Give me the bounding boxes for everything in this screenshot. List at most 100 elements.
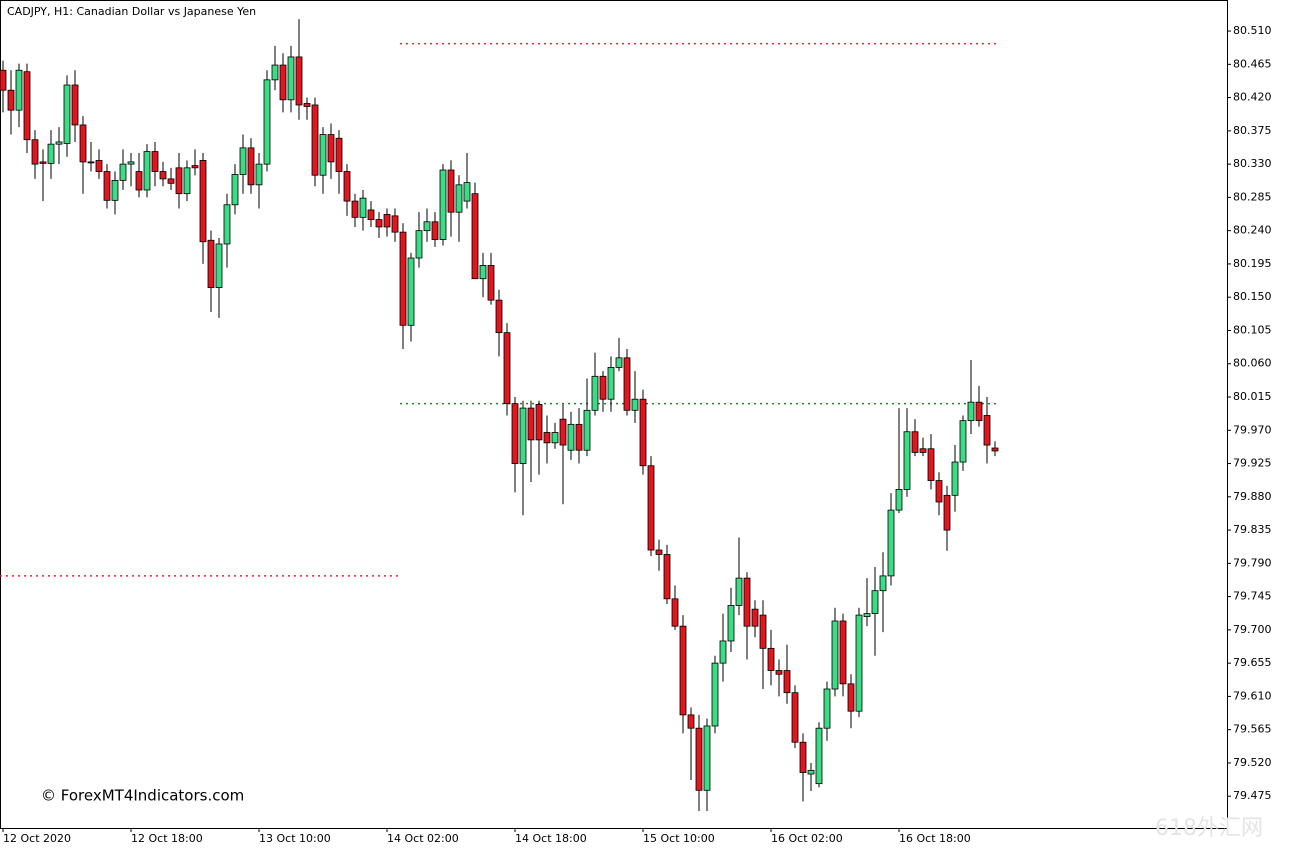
candle-body (239, 147, 247, 175)
y-tick-label: 79.745 (1233, 590, 1272, 603)
candle-body (199, 160, 207, 243)
y-tick-label: 79.790 (1233, 556, 1272, 569)
y-tick-label: 79.475 (1233, 789, 1272, 802)
candle-body (567, 423, 575, 451)
candle-body (895, 489, 903, 511)
candle-body (759, 614, 767, 649)
candle-body (479, 265, 487, 280)
candle-body (919, 448, 927, 453)
y-tick-label: 79.610 (1233, 689, 1272, 702)
candle-body (871, 590, 879, 615)
y-tick-label: 79.880 (1233, 490, 1272, 503)
candle-body (983, 415, 991, 446)
candle-body (151, 151, 159, 172)
candle-body (71, 84, 79, 126)
candle-body (839, 620, 847, 685)
candle-body (695, 727, 703, 791)
candle-body (431, 221, 439, 240)
candle-body (879, 575, 887, 592)
y-tick-label: 79.655 (1233, 656, 1272, 669)
y-tick-label: 80.105 (1233, 323, 1272, 336)
candle-body (463, 182, 471, 202)
candle-body (255, 163, 263, 186)
candle-body (263, 79, 271, 165)
candle-body (471, 193, 479, 280)
candle-body (823, 688, 831, 729)
candle-body (279, 64, 287, 101)
candle-body (311, 104, 319, 176)
candle-body (423, 221, 431, 232)
y-tick-label: 79.970 (1233, 423, 1272, 436)
candle-body (607, 367, 615, 400)
candle-body (743, 577, 751, 627)
candle-body (535, 403, 543, 441)
candle-body (487, 265, 495, 301)
candle-body (31, 139, 39, 165)
candle-body (975, 401, 983, 422)
y-tick-label: 80.285 (1233, 190, 1272, 203)
candle-body (319, 134, 327, 176)
candle-body (119, 163, 127, 181)
x-tick-label: 14 Oct 02:00 (387, 832, 459, 845)
candle-body (959, 420, 967, 463)
y-tick-label: 79.700 (1233, 623, 1272, 636)
candle-body (559, 418, 567, 446)
x-tick-label: 16 Oct 02:00 (771, 832, 843, 845)
candle-body (47, 143, 55, 164)
candle-body (439, 169, 447, 240)
candle-body (287, 56, 295, 101)
candle-body (295, 56, 303, 106)
x-tick-label: 15 Oct 10:00 (643, 832, 715, 845)
candle-body (711, 662, 719, 727)
candle-body (343, 171, 351, 202)
candle-body (407, 257, 415, 326)
candle-body (951, 461, 959, 496)
candle-body (511, 403, 519, 464)
candle-body (519, 407, 527, 464)
candle-body (799, 741, 807, 773)
plot-frame (0, 0, 1228, 829)
candle-body (991, 447, 999, 452)
candle-body (935, 480, 943, 503)
y-tick-label: 80.420 (1233, 91, 1272, 104)
candle-body (639, 398, 647, 467)
candle-body (679, 625, 687, 716)
watermark: © ForexMT4Indicators.com (41, 787, 244, 805)
x-tick-label: 12 Oct 2020 (3, 832, 71, 845)
candle-body (455, 184, 463, 213)
y-tick-label: 80.330 (1233, 157, 1272, 170)
candle-body (159, 171, 167, 180)
candle-body (615, 357, 623, 368)
candle-body (351, 200, 359, 218)
candle-body (335, 137, 343, 172)
candle-body (367, 209, 375, 220)
candle-body (847, 683, 855, 712)
candle-body (23, 71, 31, 141)
candle-body (191, 165, 199, 169)
candle-body (175, 167, 183, 195)
candle-body (135, 171, 143, 191)
candle-body (503, 332, 511, 405)
candle-body (599, 375, 607, 400)
candle-body (831, 620, 839, 690)
candle-body (63, 84, 71, 144)
candle-body (359, 197, 367, 218)
candle-body (495, 299, 503, 334)
candle-body (703, 725, 711, 791)
candle-body (927, 448, 935, 481)
candle-body (55, 141, 63, 145)
candle-body (591, 375, 599, 411)
candle-body (583, 409, 591, 451)
candle-body (127, 161, 135, 165)
candle-body (79, 124, 87, 163)
candle-body (671, 598, 679, 627)
y-tick-label: 80.060 (1233, 357, 1272, 370)
candle-body (855, 614, 863, 712)
y-tick-label: 79.835 (1233, 523, 1272, 536)
candle-body (207, 239, 215, 288)
candle-body (735, 577, 743, 606)
x-tick-label: 13 Oct 10:00 (259, 832, 331, 845)
candle-body (223, 204, 231, 245)
candle-body (623, 357, 631, 411)
candle-body (647, 465, 655, 551)
